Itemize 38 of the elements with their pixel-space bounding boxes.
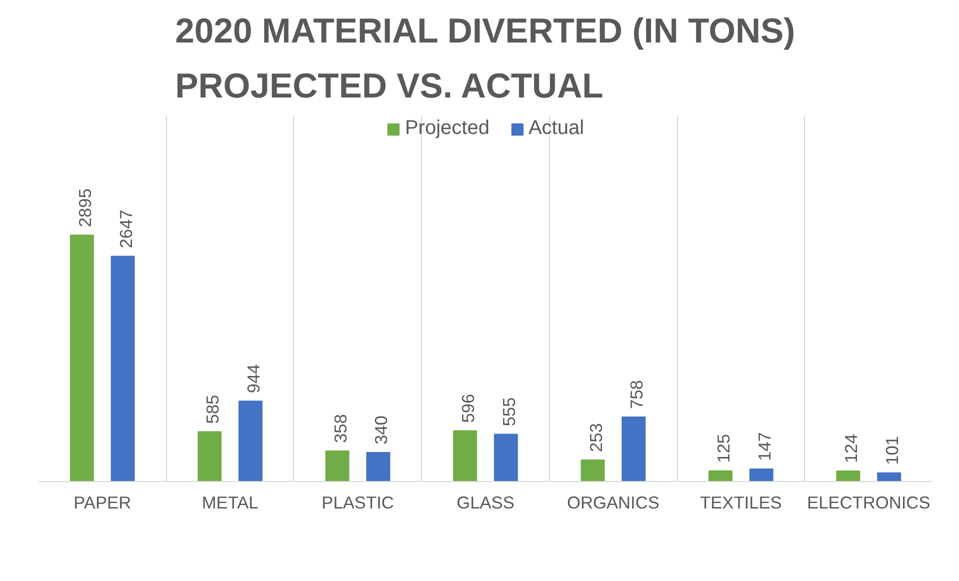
x-tick-label: METAL — [202, 492, 259, 512]
chart-title: 2020 MATERIAL DIVERTED (IN TONS) PROJECTED VS. ACTUAL — [175, 12, 796, 106]
data-label: 555 — [498, 397, 519, 426]
data-label: 944 — [244, 364, 264, 394]
bar — [110, 256, 135, 482]
x-tick-label: ORGANICS — [567, 492, 660, 512]
data-label: 101 — [882, 436, 902, 465]
bar — [198, 431, 222, 482]
x-tick-label: ELECTRONICS — [807, 492, 930, 512]
bar — [70, 234, 94, 482]
data-label: 758 — [626, 380, 647, 409]
data-label: 125 — [713, 434, 734, 463]
bar — [453, 430, 478, 482]
bar — [580, 459, 605, 482]
bar — [708, 470, 732, 482]
legend-label: Actual — [528, 117, 584, 140]
bar — [622, 416, 646, 482]
legend-label: Projected — [404, 117, 490, 140]
bar — [366, 452, 390, 482]
bar — [836, 470, 860, 482]
bar — [877, 472, 902, 482]
data-label: 340 — [371, 416, 392, 445]
data-label: 2895 — [74, 188, 95, 228]
data-label: 2647 — [116, 210, 136, 248]
x-tick-label: TEXTILES — [700, 492, 782, 512]
x-tick-label: PLASTIC — [322, 492, 394, 512]
data-label: 147 — [754, 432, 774, 461]
x-tick-label: PAPER — [74, 492, 132, 512]
bar — [749, 468, 774, 482]
data-label: 358 — [330, 414, 350, 444]
data-label: 253 — [586, 423, 606, 452]
data-label: 596 — [458, 394, 478, 423]
data-label: 124 — [841, 434, 862, 463]
bar — [325, 450, 350, 482]
x-tick-label: GLASS — [456, 492, 514, 512]
bar — [238, 400, 262, 482]
bar — [494, 434, 518, 482]
data-label: 585 — [202, 394, 223, 424]
